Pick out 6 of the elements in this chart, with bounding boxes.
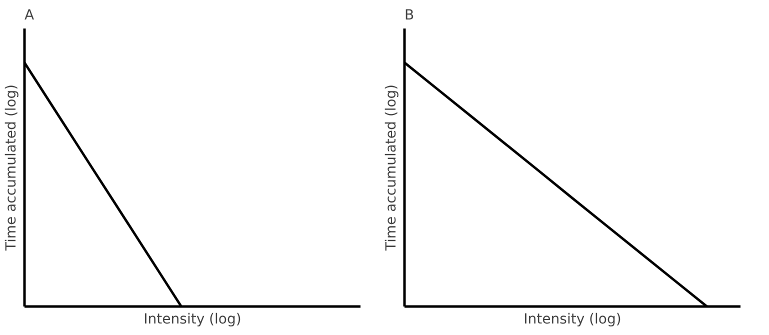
chart-title: B — [404, 8, 414, 24]
y-axis-title: Time accumulated (log) — [384, 84, 400, 252]
y-axis-title: Time accumulated (log) — [4, 84, 20, 252]
chart-title: A — [24, 8, 34, 24]
x-axis-title: Intensity (log) — [524, 312, 622, 328]
x-axis-title: Intensity (log) — [144, 312, 242, 328]
